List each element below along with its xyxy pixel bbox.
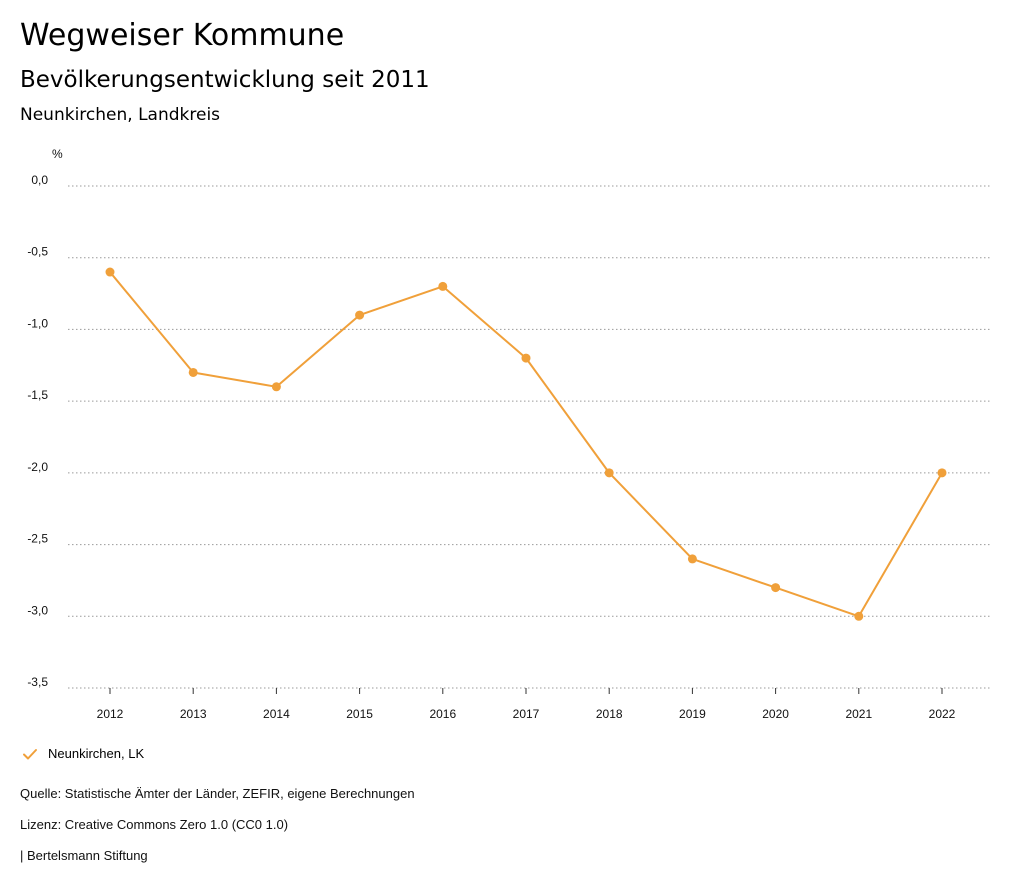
y-tick-label: -2,0: [27, 460, 48, 474]
data-point[interactable]: [188, 367, 198, 377]
data-point[interactable]: [521, 353, 531, 363]
x-tick-label: 2018: [596, 707, 623, 721]
publisher-note: | Bertelsmann Stiftung: [20, 848, 148, 863]
data-point[interactable]: [854, 611, 864, 621]
series-line-segment: [774, 586, 860, 618]
series-line-segment: [608, 471, 694, 560]
y-tick-label: -3,0: [27, 603, 48, 617]
series-line-segment: [857, 471, 943, 618]
y-tick-label: -2,5: [27, 532, 48, 546]
x-tick-label: 2013: [180, 707, 207, 721]
y-axis-ticks: 0,0 -0,5 -1,0 -1,5 -2,0 -2,5 -3,0 -3,5: [27, 173, 48, 689]
legend-check-icon: [23, 749, 37, 760]
data-point[interactable]: [771, 583, 781, 593]
x-tick-label: 2019: [679, 707, 706, 721]
x-tick-label: 2022: [929, 707, 956, 721]
y-tick-label: -1,0: [27, 316, 48, 330]
x-tick-label: 2015: [346, 707, 373, 721]
series-line-segment: [441, 285, 527, 360]
legend-label: Neunkirchen, LK: [48, 746, 145, 761]
x-tick-label: 2012: [97, 707, 124, 721]
series-line-segment: [109, 271, 195, 374]
x-tick-label: 2017: [513, 707, 540, 721]
x-axis-ticks: 2012 2013 2014 2015 2016 2017 2018 2019 2020 2021…: [97, 688, 956, 721]
source-note: Quelle: Statistische Ämter der Länder, Z…: [20, 786, 415, 801]
y-tick-label: -0,5: [27, 245, 48, 259]
x-tick-label: 2014: [263, 707, 290, 721]
y-axis-unit-label: %: [52, 147, 63, 161]
page-title: Wegweiser Kommune: [20, 18, 345, 53]
y-tick-label: -1,5: [27, 388, 48, 402]
series-line-segment: [275, 314, 361, 388]
y-tick-label: 0,0: [31, 173, 48, 187]
series-lines: [109, 271, 943, 618]
data-point[interactable]: [355, 310, 365, 320]
grid-lines: [68, 185, 990, 689]
series-line-segment: [525, 357, 611, 474]
x-tick-label: 2021: [845, 707, 872, 721]
series-line-segment: [691, 557, 777, 589]
data-point[interactable]: [687, 554, 697, 564]
series-line-segment: [358, 285, 444, 317]
data-point[interactable]: [937, 468, 947, 478]
line-chart: % 0,0-0,5-1,0-1,5-2,0-2,5-3,0-3,5 2012 20…: [27, 147, 990, 721]
data-point[interactable]: [438, 281, 448, 291]
license-note: Lizenz: Creative Commons Zero 1.0 (CC0 1…: [20, 817, 289, 832]
data-point[interactable]: [105, 267, 115, 277]
region-label: Neunkirchen, Landkreis: [20, 105, 221, 125]
chart-legend[interactable]: Neunkirchen, LK: [22, 744, 144, 764]
series-points: [105, 267, 947, 621]
x-tick-label: 2020: [762, 707, 789, 721]
chart-subtitle: Bevölkerungsentwicklung seit 2011: [20, 67, 430, 93]
data-point[interactable]: [604, 468, 614, 478]
series-line-segment: [192, 371, 278, 388]
data-point[interactable]: [271, 382, 281, 392]
y-tick-label: -3,5: [27, 675, 48, 689]
x-tick-label: 2016: [429, 707, 456, 721]
